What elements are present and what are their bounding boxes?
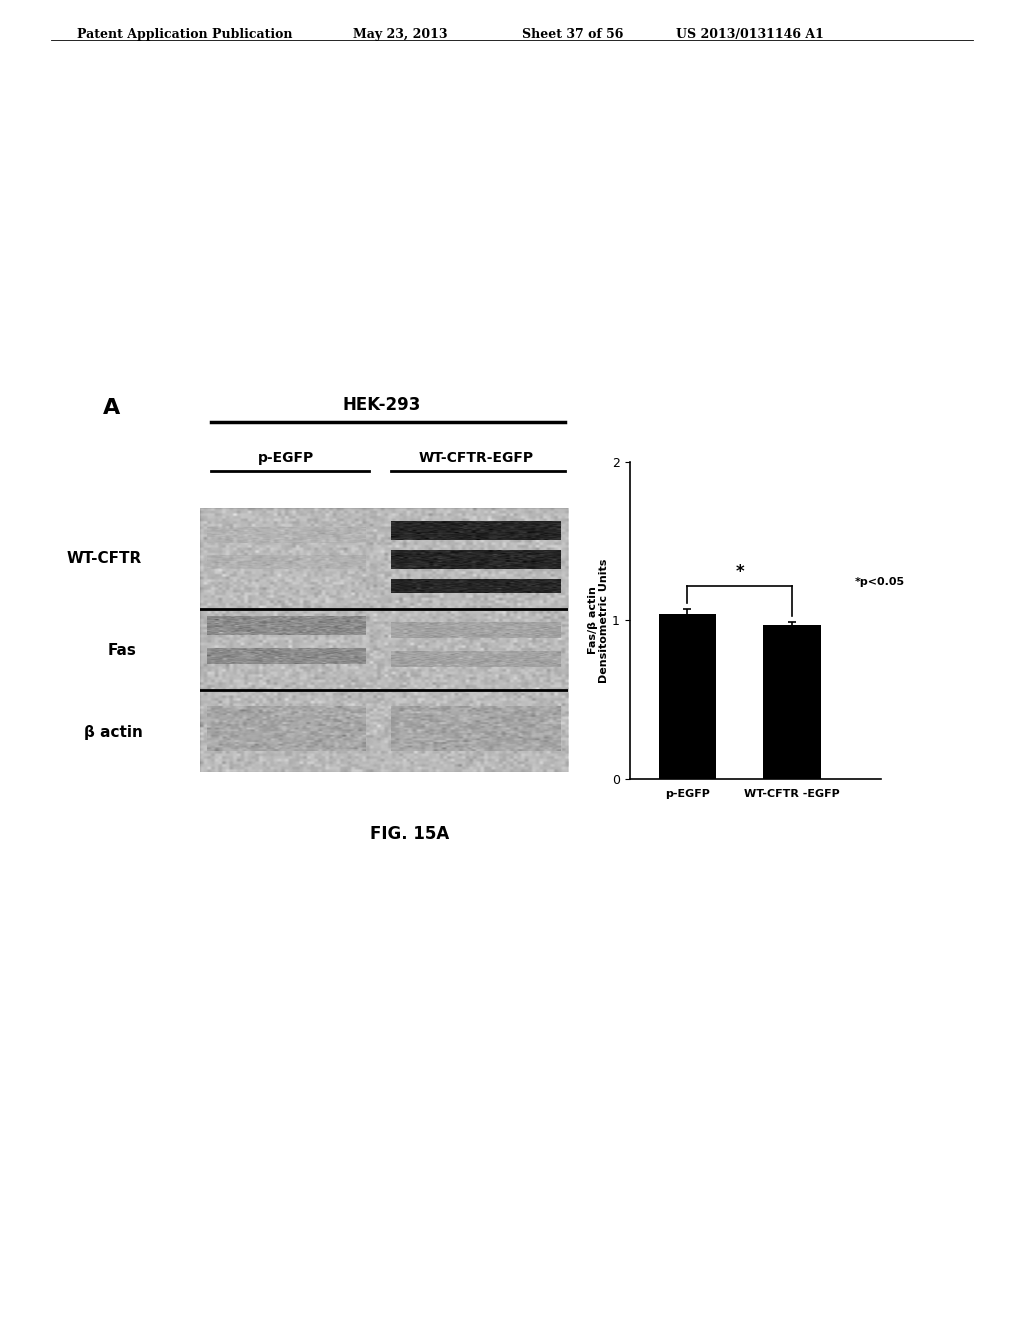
Text: HEK-293: HEK-293 <box>342 396 421 414</box>
Text: *: * <box>735 562 743 581</box>
Bar <box>658 614 716 779</box>
Y-axis label: Fas/β actin
Densitometric Units: Fas/β actin Densitometric Units <box>588 558 609 682</box>
Text: WT-CFTR-EGFP: WT-CFTR-EGFP <box>419 450 534 465</box>
Text: Patent Application Publication: Patent Application Publication <box>77 28 292 41</box>
Text: *p<0.05: *p<0.05 <box>854 577 904 587</box>
Text: FIG. 15A: FIG. 15A <box>370 825 450 843</box>
Text: WT-CFTR: WT-CFTR <box>67 550 141 566</box>
Text: p-EGFP: p-EGFP <box>258 450 314 465</box>
Text: May 23, 2013: May 23, 2013 <box>353 28 447 41</box>
Text: Sheet 37 of 56: Sheet 37 of 56 <box>522 28 624 41</box>
Text: US 2013/0131146 A1: US 2013/0131146 A1 <box>676 28 823 41</box>
Text: Fas: Fas <box>108 643 136 659</box>
Text: A: A <box>102 399 120 418</box>
Bar <box>763 626 820 779</box>
Text: β actin: β actin <box>84 725 142 741</box>
